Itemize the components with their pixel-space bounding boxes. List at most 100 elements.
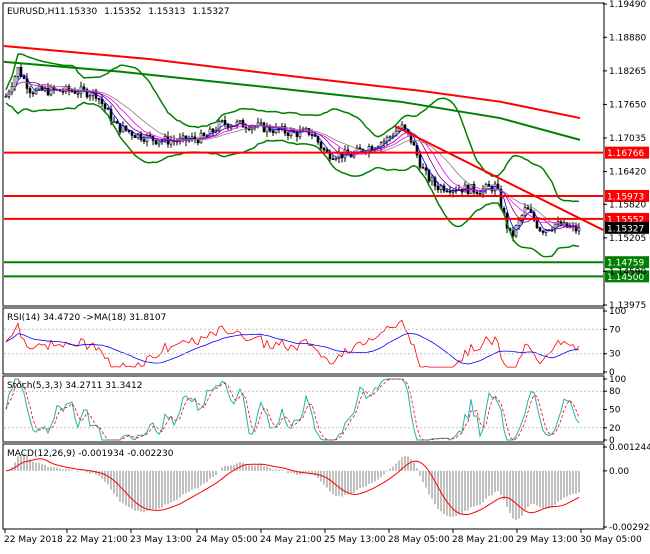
stoch-signal-line <box>5 378 580 441</box>
candle-body <box>31 92 35 95</box>
candle-body <box>535 219 539 228</box>
candle-body <box>286 132 290 136</box>
candle-body <box>472 184 476 193</box>
price-ma-line <box>5 74 580 232</box>
candle-body <box>13 76 17 88</box>
candle-body <box>439 185 443 190</box>
ohlc-readout: 1.15330 1.15352 1.15313 1.15327 <box>60 7 230 17</box>
candle-body <box>211 128 215 133</box>
ohlc-low: 1.15313 <box>148 7 185 17</box>
indicator-y-tick-label: 80 <box>609 387 621 397</box>
macd-title: MACD(12,26,9) -0.001934 -0.002230 <box>7 449 174 459</box>
main-plot <box>3 45 604 278</box>
level-tag <box>605 189 649 202</box>
candle-body <box>142 139 146 142</box>
level-tag <box>605 256 649 269</box>
candle-body <box>382 140 386 144</box>
symbol-label: EURUSD,H1 <box>7 7 60 17</box>
candle-body <box>445 190 449 193</box>
indicator-y-tick-label: 70 <box>609 325 621 335</box>
candle-body <box>418 154 422 168</box>
candle-body <box>145 134 149 142</box>
level-tag <box>605 146 649 159</box>
candle-body <box>403 124 407 130</box>
x-tick-label: 30 May 05:00 <box>580 535 642 545</box>
candle-body <box>334 157 338 160</box>
y-tick-label: 1.19490 <box>609 0 646 10</box>
candle-body <box>88 95 92 98</box>
bollinger-upper <box>5 53 580 203</box>
candle-body <box>526 207 530 210</box>
y-tick-label: 1.13975 <box>609 301 646 311</box>
candle-body <box>310 134 314 136</box>
candle-body <box>46 87 50 96</box>
ohlc-open: 1.15330 <box>60 7 97 17</box>
candle-body <box>295 131 299 138</box>
level-label: 1.14500 <box>607 273 644 283</box>
candle-body <box>70 90 74 93</box>
candle-body <box>22 76 26 79</box>
level-label: 1.14759 <box>607 259 644 269</box>
candle-body <box>154 140 158 145</box>
candle-body <box>289 129 293 136</box>
y-tick-label: 1.15820 <box>609 200 646 210</box>
candle-body <box>181 135 185 139</box>
indicator-y-tick-label: 100 <box>609 375 626 385</box>
candle-body <box>112 121 116 123</box>
indicator-y-tick-label: 100 <box>609 307 626 317</box>
x-tick-label: 24 May 21:00 <box>260 535 322 545</box>
current-price-label: 1.15327 <box>607 224 644 234</box>
indicator-y-tick-label: 0.00 <box>609 467 629 477</box>
candle-body <box>208 128 212 137</box>
candle-body <box>157 141 161 145</box>
indicator-y-tick-label: 30 <box>609 350 621 360</box>
stoch-main-line <box>5 378 580 441</box>
current-price-tag <box>605 221 649 234</box>
candle-body <box>49 86 53 96</box>
candle-body <box>412 141 416 146</box>
candle-body <box>430 177 434 182</box>
candle-body <box>331 158 335 161</box>
candle-body <box>19 67 23 77</box>
candle-body <box>514 225 518 237</box>
rsi-title: RSI(14) 34.4720 ->MA(18) 31.8107 <box>7 313 166 323</box>
candle-body <box>298 130 302 138</box>
y-tick-label: 1.17035 <box>609 134 646 144</box>
y-tick-label: 1.15205 <box>609 234 646 244</box>
y-tick-label: 1.18880 <box>609 33 646 43</box>
main-panel[interactable] <box>2 2 605 307</box>
x-tick-label: 24 May 05:00 <box>196 535 258 545</box>
ma-mid-line <box>3 60 581 141</box>
x-tick-label: 28 May 21:00 <box>452 535 514 545</box>
candle-body <box>97 98 101 100</box>
candle-body <box>370 146 374 150</box>
rsi-plot <box>4 319 603 368</box>
candle-body <box>271 130 275 133</box>
indicator-y-tick-label: -0.002929 <box>609 523 650 533</box>
rsi-ma-line <box>5 333 580 365</box>
candle-body <box>115 121 119 124</box>
trend-line <box>394 125 604 231</box>
price-ma-line <box>5 81 580 228</box>
x-tick-label: 23 May 13:00 <box>130 535 192 545</box>
axes: 1.16766 1.15973 1.15552 1.14759 1.14500 1.153… <box>4 0 650 545</box>
indicator-y-tick-label: 0 <box>609 436 615 446</box>
x-tick-label: 22 May 2018 <box>4 535 63 545</box>
candle-body <box>400 124 404 129</box>
candle-body <box>85 89 89 98</box>
candle-body <box>358 147 362 150</box>
stoch-title: Stoch(5,3,3) 34.2711 31.3412 <box>7 381 142 391</box>
candle-body <box>121 125 125 133</box>
candle-body <box>478 193 482 195</box>
candle-body <box>238 120 242 123</box>
candle-body <box>82 86 86 90</box>
candle-body <box>217 121 221 131</box>
candle-body <box>202 132 206 137</box>
x-tick-label: 25 May 13:00 <box>324 535 386 545</box>
ohlc-close: 1.15327 <box>192 7 229 17</box>
candle-body <box>313 134 317 137</box>
candle-body <box>319 141 323 149</box>
indicator-y-tick-label: 0 <box>609 368 615 378</box>
indicator-y-tick-label: 0.001244 <box>609 443 650 453</box>
